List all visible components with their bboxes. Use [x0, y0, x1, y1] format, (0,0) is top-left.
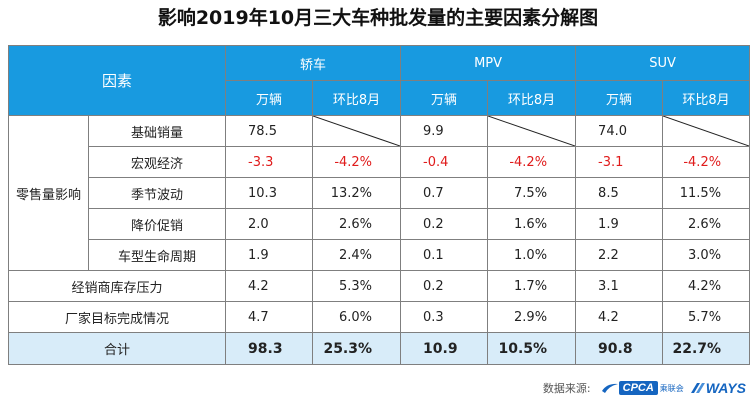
- table-row: 零售量影响 基础销量 78.5 9.9 74.0: [8, 115, 751, 271]
- cell-units-value: 4.2: [225, 270, 314, 302]
- cell-units-value: 10.3: [225, 177, 314, 209]
- row-label: 降价促销: [87, 208, 227, 240]
- empty-diagonal-cell: [487, 115, 577, 147]
- header-sub-units: 万辆: [575, 80, 664, 116]
- total-row: 合计 98.3 25.3% 10.9 10.5% 90.8 22.7%: [7, 332, 751, 365]
- cell-units-value: -0.4: [400, 146, 489, 178]
- cell-units-value: 78.5: [225, 115, 314, 147]
- cpca-swoosh-icon: [601, 383, 618, 393]
- row-label: 经销商库存压力: [7, 270, 227, 302]
- diagonal-line: [488, 116, 575, 146]
- empty-diagonal-cell: [662, 115, 751, 147]
- row-label: 宏观经济: [87, 146, 227, 178]
- row-label: 车型生命周期: [87, 239, 227, 271]
- ways-logo: WAYS: [690, 380, 746, 396]
- row-label: 基础销量: [87, 115, 227, 147]
- cell-mom-percent: 1.7%: [487, 270, 577, 302]
- cell-mom-percent: 6.0%: [312, 301, 402, 333]
- cell-units-value: 98.3: [225, 332, 314, 365]
- cell-units-value: 1.9: [575, 208, 664, 240]
- cell-units-value: 74.0: [575, 115, 664, 147]
- cell-mom-percent: 2.6%: [662, 208, 751, 240]
- cell-units-value: -3.1: [575, 146, 664, 178]
- cell-mom-percent: 7.5%: [487, 177, 577, 209]
- cell-units-value: 1.9: [225, 239, 314, 271]
- cell-mom-percent: 2.6%: [312, 208, 402, 240]
- cell-units-value: 0.7: [400, 177, 489, 209]
- cell-units-value: 4.2: [575, 301, 664, 333]
- source-label: 数据来源:: [542, 382, 591, 395]
- cell-mom-percent: 5.7%: [662, 301, 751, 333]
- cell-units-value: 90.8: [575, 332, 664, 365]
- cell-units-value: 4.7: [225, 301, 314, 333]
- cell-mom-percent: -4.2%: [312, 146, 402, 178]
- cell-units-value: 2.0: [225, 208, 314, 240]
- cell-mom-percent: 5.3%: [312, 270, 402, 302]
- cell-units-value: 8.5: [575, 177, 664, 209]
- cell-units-value: 9.9: [400, 115, 489, 147]
- row-group-label: 零售量影响: [8, 115, 89, 271]
- row-label: 合计: [7, 332, 227, 365]
- diagonal-line: [313, 116, 400, 146]
- diagonal-line: [663, 116, 749, 146]
- ways-mark-icon: [690, 383, 705, 393]
- header-sub-units: 万辆: [400, 80, 489, 116]
- header-factor: 因素: [7, 45, 227, 116]
- cell-mom-percent: 3.0%: [662, 239, 751, 271]
- factor-table: 因素 轿车 MPV SUV 万辆 环比8月 万辆 环比8月 万辆 环比8月 零售…: [7, 45, 751, 365]
- row-label: 季节波动: [87, 177, 227, 209]
- cell-units-value: 0.1: [400, 239, 489, 271]
- cell-units-value: -3.3: [225, 146, 314, 178]
- empty-diagonal-cell: [312, 115, 402, 147]
- table-row: 车型生命周期 1.9 2.4% 0.1 1.0% 2.2 3.0%: [9, 239, 751, 271]
- cell-mom-percent: -4.2%: [487, 146, 577, 178]
- cell-mom-percent: 1.0%: [487, 239, 577, 271]
- header-sub-units: 万辆: [225, 80, 314, 116]
- table-row: 经销商库存压力 4.2 5.3% 0.2 1.7% 3.1 4.2%: [7, 270, 751, 302]
- table-row: 厂家目标完成情况 4.7 6.0% 0.3 2.9% 4.2 5.7%: [7, 301, 751, 333]
- header-sub-mom: 环比8月: [487, 80, 577, 116]
- header-group-suv: SUV: [575, 45, 751, 81]
- cell-mom-percent: 4.2%: [662, 270, 751, 302]
- table-row: 季节波动 10.3 13.2% 0.7 7.5% 8.5 11.5%: [9, 177, 751, 209]
- cell-mom-percent: 10.5%: [487, 332, 577, 365]
- table-row: 降价促销 2.0 2.6% 0.2 1.6% 1.9 2.6%: [9, 208, 751, 240]
- cell-units-value: 0.2: [400, 208, 489, 240]
- header-group-mpv: MPV: [400, 45, 577, 81]
- cpca-logo: CPCA 乘联会: [601, 381, 684, 395]
- cell-mom-percent: 1.6%: [487, 208, 577, 240]
- cell-mom-percent: 11.5%: [662, 177, 751, 209]
- chart-title: 影响2019年10月三大车种批发量的主要因素分解图: [157, 7, 599, 29]
- cell-mom-percent: 25.3%: [312, 332, 402, 365]
- cell-mom-percent: -4.2%: [662, 146, 751, 178]
- cell-mom-percent: 22.7%: [662, 332, 751, 365]
- table-row: 宏观经济 -3.3 -4.2% -0.4 -4.2% -3.1 -4.2%: [9, 146, 751, 178]
- data-source: 数据来源: CPCA 乘联会 WAYS: [543, 376, 746, 400]
- cell-units-value: 3.1: [575, 270, 664, 302]
- cell-units-value: 2.2: [575, 239, 664, 271]
- row-label: 厂家目标完成情况: [7, 301, 227, 333]
- cell-units-value: 10.9: [400, 332, 489, 365]
- cell-units-value: 0.3: [400, 301, 489, 333]
- cell-mom-percent: 2.4%: [312, 239, 402, 271]
- header-sub-mom: 环比8月: [312, 80, 402, 116]
- header-sub-mom: 环比8月: [662, 80, 751, 116]
- cell-units-value: 0.2: [400, 270, 489, 302]
- cell-mom-percent: 13.2%: [312, 177, 402, 209]
- cell-mom-percent: 2.9%: [487, 301, 577, 333]
- header-group-sedan: 轿车: [225, 45, 402, 81]
